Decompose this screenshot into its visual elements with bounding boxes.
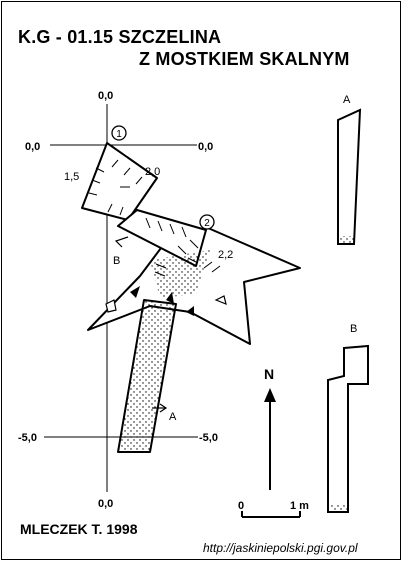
source-url: http://jaskiniepolski.pgi.gov.pl	[203, 541, 358, 555]
depth-label-1: 1,5	[64, 171, 79, 183]
lower-passage	[117, 299, 177, 453]
boulder-2	[214, 295, 227, 305]
scale-bar	[241, 511, 301, 518]
section-label-a-plan: A	[169, 411, 177, 423]
map-title-line-1: K.G - 01.15 SZCZELINA	[18, 27, 222, 47]
profile-a	[337, 108, 362, 245]
section-label-b-plan: B	[113, 255, 120, 267]
chamber-features	[105, 286, 227, 316]
survey-station-2: 2	[199, 214, 215, 230]
depth-label-2: 2,0	[145, 166, 160, 178]
profile-b	[327, 344, 369, 513]
depth-label-3: 2,2	[218, 249, 233, 261]
boulder-1	[105, 299, 117, 313]
station-1-number: 1	[116, 129, 122, 140]
grid-label-top: 0,0	[98, 90, 113, 102]
grid-label-left: 0,0	[25, 141, 40, 153]
north-arrow-icon	[264, 388, 276, 490]
map-title-line-2: Z MOSTKIEM SKALNYM	[139, 49, 350, 69]
scale-label-one: 1 m	[290, 500, 309, 512]
north-label: N	[264, 366, 274, 382]
cave-outline	[81, 142, 301, 453]
grid-label-bottom: 0,0	[98, 498, 113, 510]
wall-hatching	[88, 159, 221, 277]
scale-label-zero: 0	[238, 500, 244, 512]
author-credit: MLECZEK T. 1998	[20, 521, 138, 537]
section-label-b-profile: B	[350, 323, 357, 335]
grid-label-right-minus5: -5,0	[199, 432, 218, 444]
section-marker-b	[114, 236, 129, 248]
slope-marker-1	[130, 286, 140, 298]
slope-marker-2	[166, 292, 174, 304]
upper-chamber	[81, 142, 158, 221]
section-label-a-profile: A	[343, 94, 351, 106]
survey-station-1: 1	[111, 125, 127, 141]
station-2-number: 2	[204, 218, 210, 229]
grid-label-left-minus5: -5,0	[18, 432, 37, 444]
slope-marker-3	[186, 306, 194, 316]
grid-label-right: 0,0	[198, 141, 213, 153]
section-marker-a	[152, 403, 168, 413]
